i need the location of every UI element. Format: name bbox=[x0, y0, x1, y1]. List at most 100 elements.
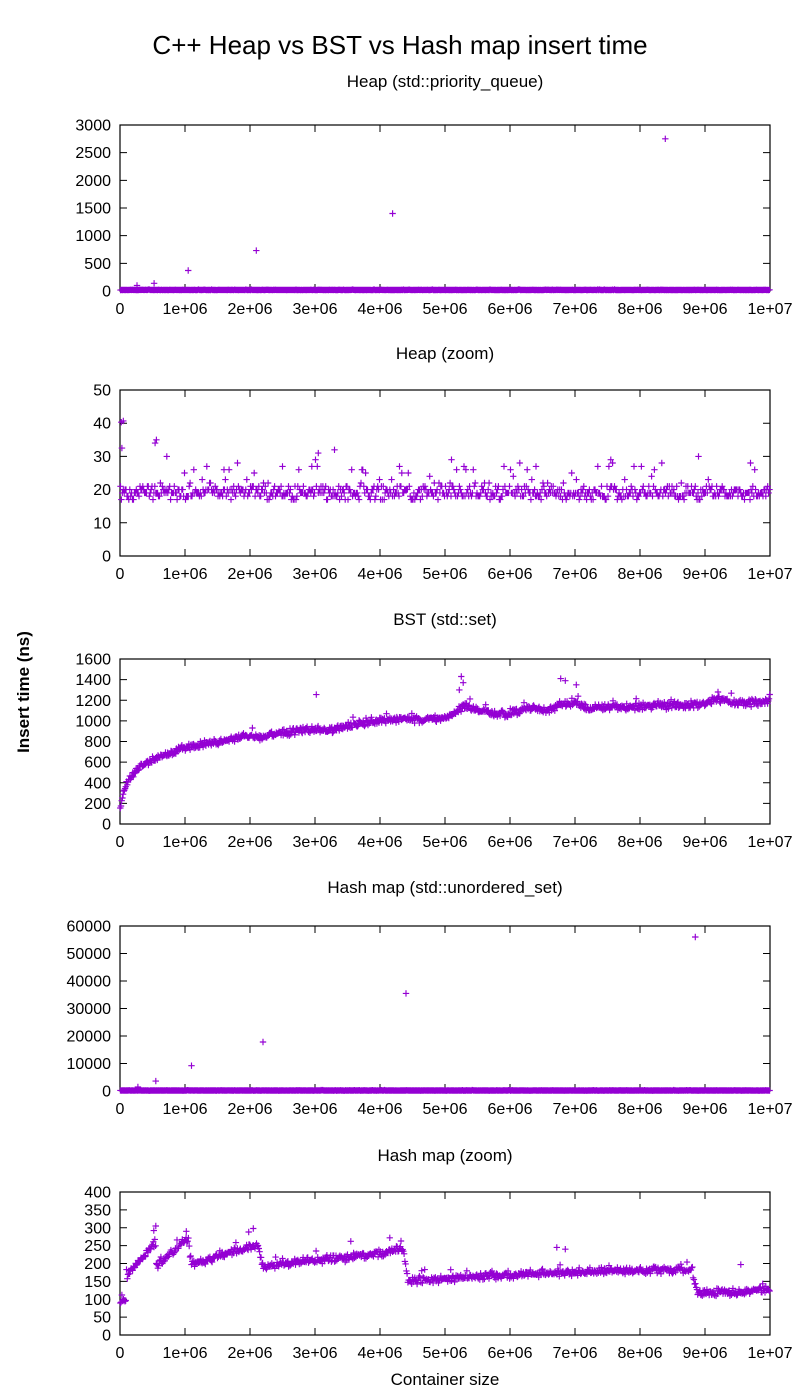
x-tick-label: 4e+06 bbox=[358, 566, 403, 583]
scatter-points bbox=[117, 1222, 773, 1307]
y-tick-label: 50 bbox=[93, 383, 111, 400]
x-tick-label: 0 bbox=[116, 301, 125, 318]
x-tick-label: 7e+06 bbox=[553, 834, 598, 851]
y-tick-label: 0 bbox=[102, 1328, 111, 1345]
x-tick-label: 9e+06 bbox=[683, 566, 728, 583]
y-tick-label: 30 bbox=[93, 449, 111, 466]
x-tick-label: 3e+06 bbox=[293, 566, 338, 583]
x-tick-label: 1e+06 bbox=[163, 834, 208, 851]
x-tick-label: 5e+06 bbox=[423, 566, 468, 583]
plot-border bbox=[119, 124, 771, 292]
plot-canvas-bst: 0 1e+06 2e+06 3e+06 4e+06 5e+06 6e+06 7e+06 8e+0… bbox=[75, 652, 793, 852]
y-tick-label: 1400 bbox=[75, 672, 111, 689]
panel-title-bst: BST (std::set) bbox=[393, 610, 497, 629]
y-tick-label: 40000 bbox=[67, 974, 112, 991]
y-tick-label: 500 bbox=[84, 256, 111, 273]
y-tick-label: 30000 bbox=[67, 1001, 112, 1018]
x-tick-label: 8e+06 bbox=[618, 566, 663, 583]
x-tick-label: 9e+06 bbox=[683, 1101, 728, 1118]
y-tick-label: 0 bbox=[102, 549, 111, 566]
x-tick-label: 0 bbox=[116, 1101, 125, 1118]
axis-ticks bbox=[119, 925, 771, 1092]
y-tick-label: 300 bbox=[84, 1220, 111, 1237]
axis-ticks bbox=[119, 389, 771, 557]
x-tick-label: 5e+06 bbox=[423, 301, 468, 318]
y-tick-label: 2000 bbox=[75, 173, 111, 190]
y-tick-label: 600 bbox=[84, 755, 111, 772]
x-tick-label: 8e+06 bbox=[618, 301, 663, 318]
y-tick-label: 20 bbox=[93, 482, 111, 499]
plot-canvas-hash-zoom: 0 1e+06 2e+06 3e+06 4e+06 5e+06 6e+06 7e+06 8e+0… bbox=[84, 1185, 793, 1363]
y-tick-label: 400 bbox=[84, 775, 111, 792]
y-tick-label: 40 bbox=[93, 416, 111, 433]
x-tick-label: 1e+07 bbox=[748, 566, 793, 583]
x-tick-label: 7e+06 bbox=[553, 566, 598, 583]
x-tick-label: 2e+06 bbox=[228, 566, 273, 583]
x-tick-label: 3e+06 bbox=[293, 301, 338, 318]
scatter-points bbox=[117, 135, 773, 294]
y-tick-label: 10000 bbox=[67, 1056, 112, 1073]
y-tick-label: 3000 bbox=[75, 118, 111, 135]
x-tick-label: 0 bbox=[116, 834, 125, 851]
plot-canvas-hash-full: 0 1e+06 2e+06 3e+06 4e+06 5e+06 6e+06 7e+06 8e+0… bbox=[67, 919, 793, 1119]
x-tick-label: 0 bbox=[116, 566, 125, 583]
x-tick-label: 2e+06 bbox=[228, 1101, 273, 1118]
x-tick-label: 2e+06 bbox=[228, 1345, 273, 1362]
y-tick-label: 60000 bbox=[67, 919, 112, 936]
x-tick-label: 6e+06 bbox=[488, 1101, 533, 1118]
x-tick-label: 1e+07 bbox=[748, 1345, 793, 1362]
x-tick-label: 1e+06 bbox=[163, 1101, 208, 1118]
plot-canvas-heap-full: 0 1e+06 2e+06 3e+06 4e+06 5e+06 6e+06 7e+06 8e+0… bbox=[75, 118, 793, 319]
plot-border bbox=[119, 658, 771, 825]
x-tick-label: 1e+06 bbox=[163, 566, 208, 583]
x-tick-label: 0 bbox=[116, 1345, 125, 1362]
y-tick-label: 350 bbox=[84, 1202, 111, 1219]
y-tick-label: 100 bbox=[84, 1292, 111, 1309]
x-tick-label: 2e+06 bbox=[228, 301, 273, 318]
y-tick-label: 10 bbox=[93, 515, 111, 532]
x-tick-label: 9e+06 bbox=[683, 1345, 728, 1362]
x-tick-label: 7e+06 bbox=[553, 1101, 598, 1118]
y-tick-label: 250 bbox=[84, 1238, 111, 1255]
scatter-points bbox=[117, 417, 773, 503]
y-tick-label: 200 bbox=[84, 796, 111, 813]
x-tick-label: 7e+06 bbox=[553, 301, 598, 318]
x-tick-label: 4e+06 bbox=[358, 1345, 403, 1362]
y-tick-label: 50000 bbox=[67, 946, 112, 963]
axis-ticks bbox=[119, 124, 771, 292]
x-tick-label: 9e+06 bbox=[683, 834, 728, 851]
x-tick-label: 8e+06 bbox=[618, 834, 663, 851]
scatter-points bbox=[117, 933, 773, 1094]
main-title: C++ Heap vs BST vs Hash map insert time bbox=[152, 30, 648, 60]
y-tick-label: 400 bbox=[84, 1185, 111, 1202]
x-tick-label: 1e+07 bbox=[748, 834, 793, 851]
x-tick-label: 1e+06 bbox=[163, 1345, 208, 1362]
x-tick-label: 3e+06 bbox=[293, 1345, 338, 1362]
x-tick-label: 4e+06 bbox=[358, 834, 403, 851]
x-tick-label: 8e+06 bbox=[618, 1345, 663, 1362]
x-tick-label: 8e+06 bbox=[618, 1101, 663, 1118]
x-tick-label: 1e+07 bbox=[748, 301, 793, 318]
plot-border bbox=[119, 1191, 771, 1336]
x-tick-label: 4e+06 bbox=[358, 1101, 403, 1118]
y-tick-label: 2500 bbox=[75, 145, 111, 162]
y-tick-label: 50 bbox=[93, 1310, 111, 1327]
y-tick-label: 0 bbox=[102, 817, 111, 834]
y-tick-label: 1000 bbox=[75, 228, 111, 245]
panel-title-hash-full: Hash map (std::unordered_set) bbox=[327, 878, 563, 897]
y-tick-label: 200 bbox=[84, 1256, 111, 1273]
x-tick-label: 5e+06 bbox=[423, 834, 468, 851]
y-tick-label: 1000 bbox=[75, 713, 111, 730]
panel-title-heap-full: Heap (std::priority_queue) bbox=[346, 72, 544, 91]
y-tick-label: 150 bbox=[84, 1274, 111, 1291]
x-tick-label: 6e+06 bbox=[488, 1345, 533, 1362]
x-tick-label: 3e+06 bbox=[293, 1101, 338, 1118]
y-tick-label: 20000 bbox=[67, 1029, 112, 1046]
plot-canvas-heap-zoom: 0 1e+06 2e+06 3e+06 4e+06 5e+06 6e+06 7e+06 8e+0… bbox=[93, 383, 793, 584]
x-tick-label: 5e+06 bbox=[423, 1101, 468, 1118]
x-tick-label: 6e+06 bbox=[488, 301, 533, 318]
x-tick-label: 3e+06 bbox=[293, 834, 338, 851]
y-tick-label: 800 bbox=[84, 734, 111, 751]
y-tick-label: 1500 bbox=[75, 201, 111, 218]
